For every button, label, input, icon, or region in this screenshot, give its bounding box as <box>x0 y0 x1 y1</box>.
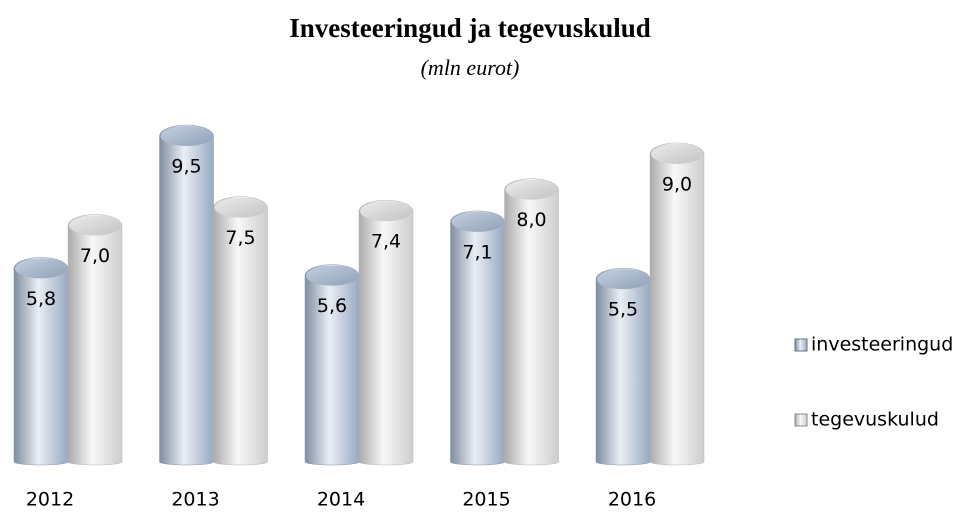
data-label: 9,0 <box>662 173 692 195</box>
chart-title: Investeeringud ja tegevuskulud <box>289 13 651 43</box>
legend-swatch <box>794 413 808 427</box>
data-label: 7,4 <box>371 231 401 253</box>
x-tick-label: 2013 <box>171 489 219 511</box>
bar-cap <box>306 265 358 286</box>
x-tick-label: 2015 <box>462 489 510 511</box>
bar <box>213 196 268 466</box>
data-label: 7,0 <box>80 245 110 267</box>
bar-cap <box>360 201 412 222</box>
bar-cap <box>15 258 67 279</box>
data-label: 5,6 <box>317 295 347 317</box>
bar-cap <box>651 143 703 164</box>
chart-subtitle: (mln eurot) <box>421 55 520 80</box>
bar-cap <box>597 269 649 290</box>
data-label: 7,5 <box>225 227 255 249</box>
data-label: 7,1 <box>462 241 492 263</box>
x-tick-label: 2012 <box>26 489 74 511</box>
bar <box>67 214 123 466</box>
bar <box>504 178 559 466</box>
bar <box>358 199 414 466</box>
bar-cap <box>451 211 504 232</box>
bar-cap <box>69 215 121 236</box>
legend-swatch <box>794 338 808 352</box>
bar-cap <box>214 197 267 218</box>
legend-label: tegevuskulud <box>811 409 939 431</box>
data-label: 8,0 <box>516 209 546 231</box>
data-label: 5,8 <box>26 288 56 310</box>
data-label: 5,5 <box>608 299 638 321</box>
bar <box>649 142 705 466</box>
bar-cap <box>160 126 213 146</box>
bar-cap <box>505 179 558 200</box>
x-tick-label: 2014 <box>317 489 365 511</box>
legend-label: investeeringud <box>811 334 953 356</box>
data-label: 9,5 <box>171 156 201 178</box>
x-tick-label: 2016 <box>608 489 656 511</box>
